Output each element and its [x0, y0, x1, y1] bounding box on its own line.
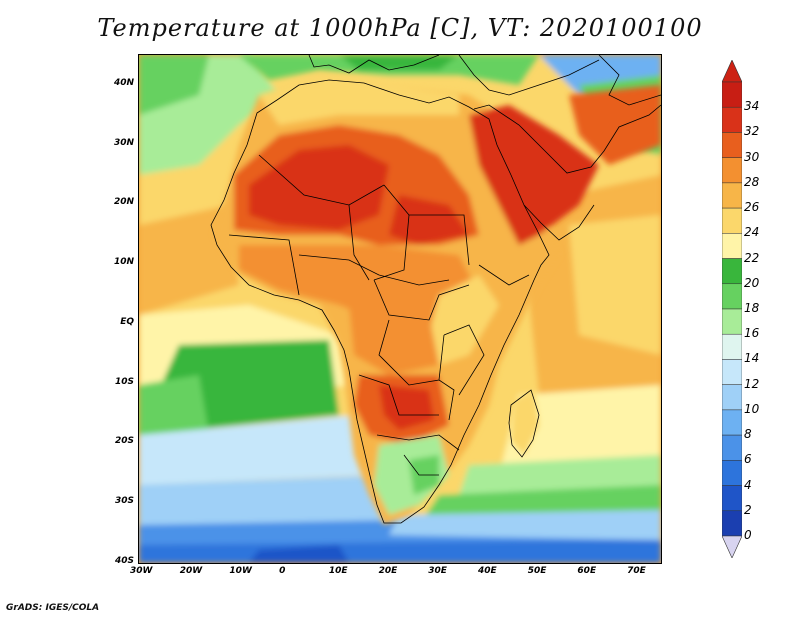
colorbar-bin: [722, 510, 742, 537]
colorbar-bin: [722, 434, 742, 461]
longitude-tick-label: 50E: [527, 566, 547, 576]
colorbar-under-triangle: [722, 535, 742, 558]
colorbar-tick-label: 34: [744, 99, 760, 114]
longitude-tick-label: 30W: [130, 566, 153, 576]
colorbar-bin: [722, 157, 742, 184]
colorbar-tick-label: 28: [744, 174, 760, 189]
colorbar-bin: [722, 460, 742, 486]
colorbar-bin: [722, 409, 742, 436]
longitude-tick-label: 10W: [229, 566, 252, 576]
colorbar-bin: [722, 132, 742, 158]
latitude-tick-label: 20S: [114, 436, 134, 447]
colorbar-tick-label: 8: [744, 427, 752, 442]
coastlines: [210, 55, 661, 524]
land-shading: [214, 55, 661, 525]
colorbar-bin: [722, 81, 742, 108]
longitude-tick-label: 60E: [577, 566, 597, 576]
longitude-tick-label: 20E: [378, 566, 398, 576]
colorbar-tick-label: 24: [744, 225, 760, 240]
colorbar-bin: [722, 384, 742, 411]
colorbar-tick-label: 26: [744, 200, 760, 215]
longitude-tick-label: 10E: [328, 566, 348, 576]
latitude-tick-label: EQ: [120, 316, 134, 327]
colorbar-bin: [722, 182, 742, 209]
longitude-tick-label: 40E: [478, 566, 497, 576]
colorbar-tick-label: 16: [744, 326, 760, 341]
latitude-tick-label: 30N: [113, 137, 134, 148]
latitude-tick-label: 40S: [114, 556, 134, 566]
colorbar-tick-label: 14: [744, 351, 760, 366]
colorbar-bin: [722, 283, 742, 310]
latitude-tick-label: 30S: [114, 496, 134, 507]
colorbar-tick-label: 18: [744, 301, 760, 315]
colorbar-bin: [722, 258, 742, 285]
colorbar: [722, 60, 742, 558]
colorbar-bin: [722, 233, 742, 259]
latitude-tick-label: 10N: [113, 257, 134, 268]
temperature-map: [138, 54, 662, 564]
latitude-tick-label: 20N: [113, 197, 134, 208]
colorbar-tick-label: 6: [744, 452, 752, 467]
colorbar-tick-label: 10: [744, 401, 760, 416]
colorbar-over-triangle: [722, 60, 742, 83]
colorbar-bin: [722, 308, 742, 335]
colorbar-bin: [722, 359, 742, 385]
colorbar-bin: [722, 106, 742, 133]
longitude-tick-label: 30E: [428, 566, 447, 576]
latitude-tick-label: 10S: [114, 376, 134, 387]
colorbar-bin: [722, 485, 742, 512]
colorbar-tick-label: 20: [744, 275, 760, 290]
colorbar-bin: [722, 333, 742, 360]
longitude-tick-label: 20W: [179, 566, 203, 576]
latitude-tick-label: 40N: [113, 77, 134, 88]
colorbar-tick-label: 12: [744, 376, 760, 391]
longitude-tick-label: 0: [279, 566, 286, 576]
colorbar-bin: [722, 207, 742, 234]
colorbar-tick-label: 32: [744, 124, 760, 139]
colorbar-tick-label: 2: [744, 502, 752, 517]
colorbar-tick-label: 30: [744, 149, 760, 164]
colorbar-tick-label: 4: [744, 477, 752, 492]
colorbar-tick-label: 22: [744, 250, 760, 265]
longitude-tick-label: 70E: [627, 566, 646, 576]
map-title: Temperature at 1000hPa [C], VT: 20201001…: [97, 14, 703, 42]
colorbar-tick-label: 0: [744, 528, 752, 542]
credit-label: GrADS: IGES/COLA: [6, 603, 100, 613]
